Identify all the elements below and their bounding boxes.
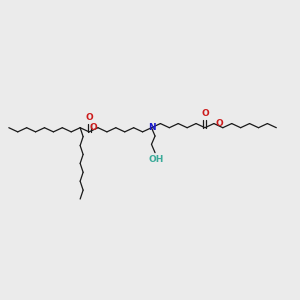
Text: OH: OH xyxy=(148,155,164,164)
Text: O: O xyxy=(85,113,93,122)
Text: O: O xyxy=(201,109,209,118)
Text: N: N xyxy=(148,123,155,132)
Text: O: O xyxy=(89,123,97,132)
Text: O: O xyxy=(215,119,223,128)
